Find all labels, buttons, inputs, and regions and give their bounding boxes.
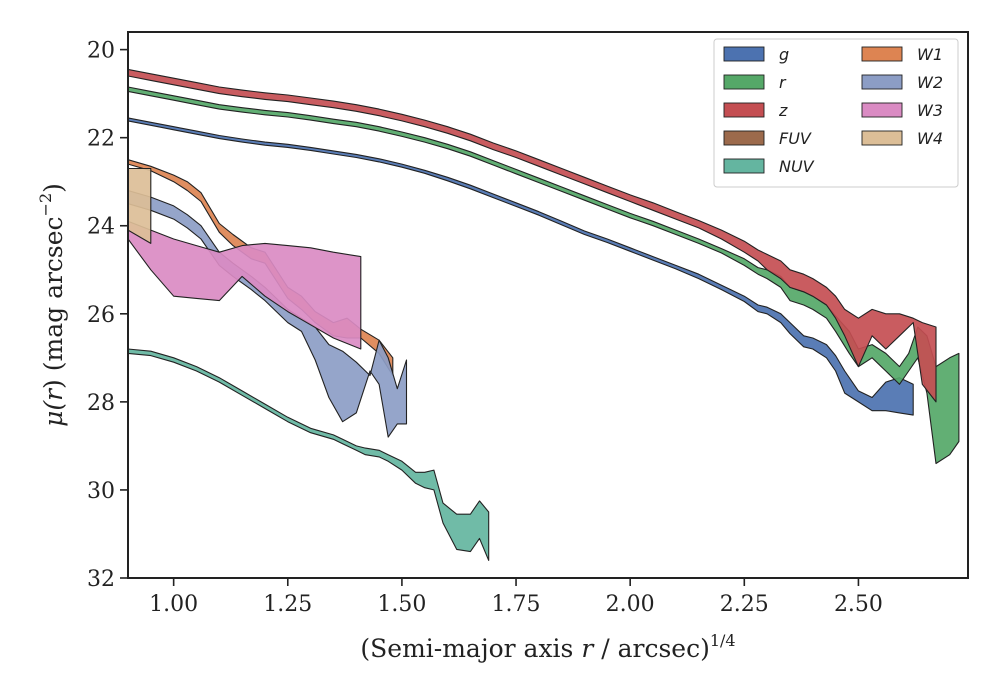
legend-swatch-w4	[861, 130, 903, 146]
y-axis-ticks: 20 22 24 26 28 30 32	[87, 39, 128, 592]
legend-label-w4: W4	[917, 129, 943, 148]
legend-label-w2: W2	[917, 73, 943, 92]
y-tick-label: 26	[87, 303, 115, 328]
legend-swatch-w1	[861, 46, 903, 62]
x-tick-label: 2.25	[720, 592, 769, 617]
legend-swatch-w2	[861, 74, 903, 90]
x-tick-label: 2.50	[834, 592, 883, 617]
legend-label-nuv: NUV	[779, 157, 815, 176]
x-tick-label: 1.00	[149, 592, 198, 617]
band-r	[128, 86, 960, 465]
profile-bands	[128, 68, 960, 561]
legend-swatch-z	[723, 102, 765, 118]
y-tick-label: 24	[87, 215, 115, 240]
x-tick-label: 2.00	[606, 592, 655, 617]
y-tick-label: 30	[87, 479, 115, 504]
x-tick-label: 1.75	[492, 592, 541, 617]
legend-label-w1: W1	[917, 45, 943, 64]
x-axis-label: (Semi-major axis r / arcsec)1/4	[360, 631, 735, 663]
y-tick-label: 28	[87, 391, 115, 416]
legend-label-w3: W3	[917, 101, 943, 120]
legend-label-z: z	[778, 101, 788, 120]
x-tick-label: 1.25	[263, 592, 312, 617]
legend-swatch-g	[723, 46, 765, 62]
band-w3	[128, 220, 362, 350]
y-tick-label: 20	[87, 39, 115, 64]
y-axis-label: μ(r) (mag arcsec−2)	[36, 183, 68, 427]
plot-frame	[127, 31, 969, 579]
legend-swatch-nuv	[723, 158, 765, 174]
legend-swatch-r	[723, 74, 765, 90]
legend: grz FUV NUV W1 W2 W3 W4	[713, 38, 959, 188]
x-tick-label: 1.50	[377, 592, 426, 617]
y-tick-label: 32	[87, 567, 115, 592]
band-z	[128, 68, 937, 403]
legend-label-r: r	[779, 73, 787, 92]
x-axis-ticks: 1.00 1.25 1.50 1.75 2.00 2.25 2.50	[149, 578, 883, 617]
y-tick-label: 22	[87, 127, 115, 152]
legend-swatch-w3	[861, 102, 903, 118]
legend-swatch-fuv	[723, 130, 765, 146]
legend-items: grz FUV NUV W1 W2 W3 W4	[723, 45, 943, 176]
legend-label-fuv: FUV	[779, 129, 812, 148]
legend-label-g: g	[779, 45, 789, 64]
band-g	[128, 117, 914, 416]
band-nuv	[128, 348, 490, 561]
band-w4	[128, 167, 152, 244]
